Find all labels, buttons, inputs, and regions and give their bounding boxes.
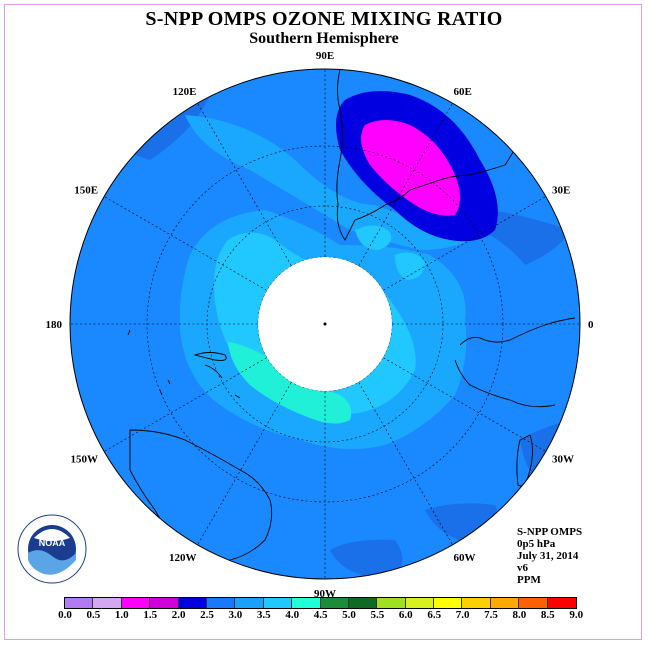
longitude-label: 60W <box>454 552 476 564</box>
color-legend-segment <box>405 598 435 608</box>
color-legend-segment <box>434 598 463 608</box>
color-legend-tick: 3.0 <box>228 609 243 621</box>
longitude-label: 0 <box>588 319 594 331</box>
ozone-low-patch-s <box>330 539 403 579</box>
africa-coast-south <box>454 359 556 408</box>
color-legend-segment <box>547 598 577 608</box>
new-zealand-coast <box>193 352 227 361</box>
instrument-name: S-NPP OMPS <box>517 526 583 538</box>
chart-subtitle: Southern Hemisphere <box>249 30 399 47</box>
color-legend-tick: 1.5 <box>143 609 158 621</box>
longitude-label: 120W <box>169 552 197 564</box>
color-legend-tick: 7.5 <box>484 609 498 621</box>
longitude-label: 150W <box>71 454 99 466</box>
color-legend-tick: 7.0 <box>455 609 470 621</box>
color-legend-segment <box>348 598 378 608</box>
new-zealand-coast-2 <box>204 364 223 379</box>
color-legend-segment <box>320 598 349 608</box>
latitude-circle <box>146 145 504 503</box>
noaa-logo: NOAA <box>17 514 87 584</box>
longitude-label: 90E <box>316 50 334 62</box>
color-legend-tick: 6.5 <box>427 609 442 621</box>
color-legend-segment <box>263 598 293 608</box>
color-legend-tick: 4.0 <box>285 609 300 621</box>
color-legend-tick: 5.0 <box>342 609 356 621</box>
observation-date: July 31, 2014 <box>517 550 579 562</box>
color-legend-tick: 9.0 <box>569 609 584 621</box>
units-label: PPM <box>517 574 541 586</box>
color-legend-segment <box>121 598 151 608</box>
ozone-high-patch-a <box>355 225 392 250</box>
color-legend-tick: 0.5 <box>86 609 101 621</box>
color-legend-tick: 4.5 <box>313 609 328 621</box>
color-legend-labels: 0.0 0.5 1.0 1.5 2.0 2.5 3.0 3.5 4.0 4.5 5.0 5.5 6.0 6… <box>0 609 648 623</box>
ozone-high-patch-b <box>395 252 425 280</box>
longitude-label: 150E <box>74 185 98 197</box>
color-legend-tick: 6.0 <box>398 609 413 621</box>
color-legend-segment <box>292 598 321 608</box>
south-america-coast <box>336 69 526 241</box>
color-legend-segment <box>178 598 207 608</box>
color-legend-tick: 8.0 <box>512 609 527 621</box>
color-legend-segment <box>235 598 264 608</box>
color-legend-tick: 3.5 <box>256 609 271 621</box>
longitude-label: 30E <box>552 185 570 197</box>
noaa-logo-text: NOAA <box>39 538 66 548</box>
color-legend-segment <box>65 598 94 608</box>
color-legend-segment <box>519 598 548 608</box>
chart-title: S-NPP OMPS OZONE MIXING RATIO <box>145 8 503 30</box>
islands <box>127 329 241 399</box>
color-legend-segment <box>93 598 122 608</box>
map-boundary <box>69 68 581 580</box>
product-info: S-NPP OMPS 0p5 hPa July 31, 2014 v6 PPM <box>517 526 582 586</box>
color-legend-tick: 1.0 <box>114 609 129 621</box>
color-legend-segment <box>206 598 236 608</box>
south-pole-marker <box>323 322 327 326</box>
color-legend-tick: 5.5 <box>370 609 385 621</box>
longitude-label: 180 <box>46 319 63 331</box>
color-legend-tick: 0.0 <box>58 609 72 621</box>
color-legend-segment <box>490 598 520 608</box>
color-legend-segment <box>462 598 491 608</box>
color-legend-tick: 8.5 <box>540 609 555 621</box>
ozone-mid-region-upper <box>185 115 470 250</box>
longitude-label: 30W <box>552 454 574 466</box>
color-legend-segment <box>150 598 179 608</box>
longitude-label: 120E <box>173 86 197 98</box>
color-legend-tick: 2.0 <box>171 609 186 621</box>
longitude-label: 60E <box>454 86 472 98</box>
color-legend-bar <box>64 597 578 609</box>
page-border <box>4 4 642 640</box>
africa-coast <box>459 317 576 346</box>
color-legend-tick: 2.5 <box>200 609 214 621</box>
data-version: v6 <box>517 562 528 574</box>
pressure-level: 0p5 hPa <box>517 538 556 550</box>
color-legend-segment <box>377 598 406 608</box>
